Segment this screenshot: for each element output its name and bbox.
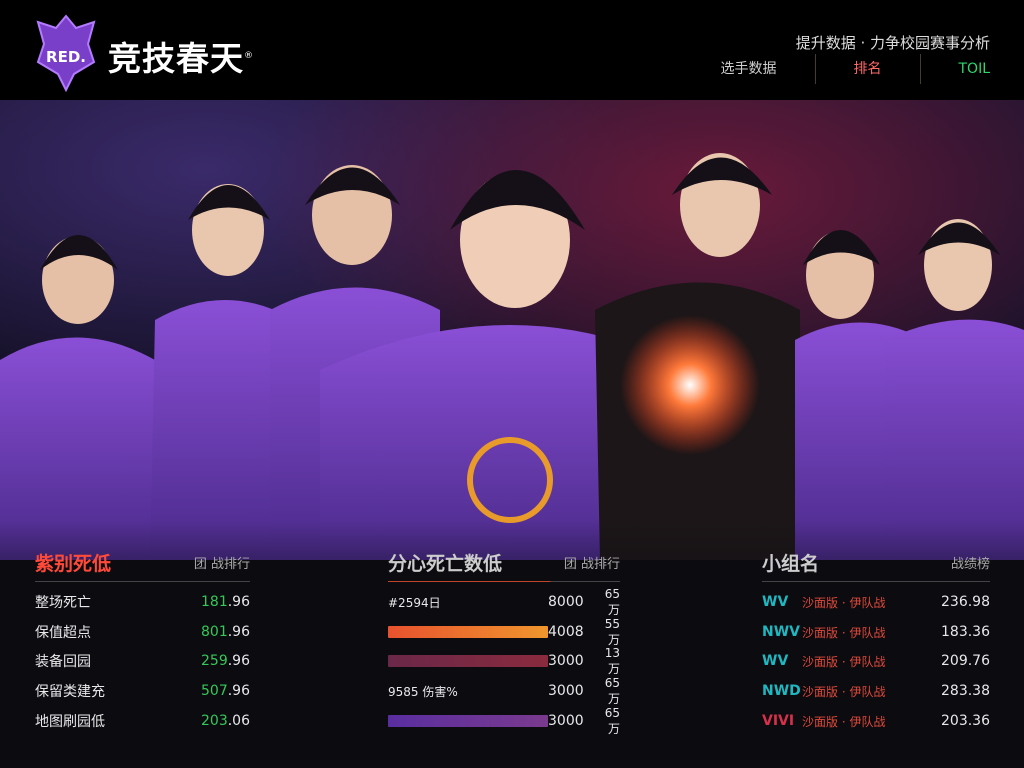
team-row[interactable]: NWD 沙面版 · 伊队战 283.38 bbox=[762, 679, 990, 703]
team-score: 209.76 bbox=[941, 653, 990, 669]
stat-value: 507.96 bbox=[201, 683, 250, 699]
team-tag: WV bbox=[762, 653, 789, 669]
brand-text: 竞技春天 bbox=[108, 39, 244, 78]
stat-row[interactable]: 装备回园 259.96 bbox=[35, 649, 250, 673]
team-name: 沙面版 · 伊队战 bbox=[802, 684, 886, 699]
stat-bar bbox=[388, 626, 548, 638]
stat-row[interactable]: 保留类建充 507.96 bbox=[35, 679, 250, 703]
logo-text: RED. bbox=[46, 48, 86, 66]
stat-label: 整场死亡 bbox=[35, 595, 91, 611]
player-2 bbox=[150, 184, 295, 560]
stat-label bbox=[388, 715, 548, 727]
divider bbox=[35, 581, 250, 582]
team-tag: WV bbox=[762, 594, 789, 610]
team-players-illustration bbox=[0, 153, 1024, 560]
stat-label: 9585 伤害% bbox=[388, 684, 458, 699]
stat-value-decimal: .96 bbox=[227, 624, 250, 640]
stat-value-decimal: .06 bbox=[227, 713, 250, 729]
team-row[interactable]: VIVI 沙面版 · 伊队战 203.36 bbox=[762, 709, 990, 733]
stat-value-decimal: .96 bbox=[227, 683, 250, 699]
stat-row[interactable]: 3000 13万 bbox=[388, 646, 620, 676]
stat-label bbox=[388, 655, 548, 667]
left-stats-panel: 紫别死低 团 战排行 整场死亡 181.96 保值超点 801.96 装备回园 259.9… bbox=[35, 545, 250, 745]
stat-extra: 55万 bbox=[604, 616, 620, 647]
stat-row[interactable]: 3000 65万 bbox=[388, 706, 620, 736]
team-tag: VIVI bbox=[762, 713, 795, 729]
stat-label: #2594日 bbox=[388, 595, 441, 610]
stat-value: 3000 bbox=[548, 683, 584, 699]
tagline: 提升数据 · 力争校园赛事分析 bbox=[795, 34, 990, 52]
team-score: 203.36 bbox=[941, 713, 990, 729]
team-name: 沙面版 · 伊队战 bbox=[802, 595, 886, 610]
team-row[interactable]: WV 沙面版 · 伊队战 236.98 bbox=[762, 590, 990, 614]
team-score: 183.36 bbox=[941, 624, 990, 640]
stat-value-decimal: .96 bbox=[227, 653, 250, 669]
stat-bar bbox=[388, 715, 548, 727]
team-score: 236.98 bbox=[941, 594, 990, 610]
divider bbox=[388, 581, 620, 582]
right-stats-panel: 小组名 战绩榜 WV 沙面版 · 伊队战 236.98 NWV 沙面版 · 伊队战 183… bbox=[762, 545, 990, 745]
stat-value-decimal: .96 bbox=[227, 594, 250, 610]
stat-value: 203.06 bbox=[201, 713, 250, 729]
stat-extra: 65万 bbox=[604, 675, 620, 706]
stat-row[interactable]: 整场死亡 181.96 bbox=[35, 590, 250, 614]
panel-title: 小组名 bbox=[762, 553, 820, 575]
header-nav: 选手数据 排名 TOIL bbox=[720, 54, 990, 84]
stat-label: 保留类建充 bbox=[35, 684, 105, 700]
panel-subtitle: 团 战排行 bbox=[193, 557, 250, 572]
team-name: 沙面版 · 伊队战 bbox=[802, 714, 886, 729]
team-tag: NWV bbox=[762, 624, 800, 640]
stat-value-main: 507 bbox=[201, 683, 228, 699]
stat-bar bbox=[388, 655, 548, 667]
registered-mark: ® bbox=[244, 51, 254, 61]
nav-toil[interactable]: TOIL bbox=[919, 54, 990, 84]
stat-label bbox=[388, 626, 548, 638]
stat-extra: 65万 bbox=[604, 586, 620, 617]
player-7 bbox=[885, 219, 1024, 560]
stat-value: 8000 bbox=[548, 594, 584, 610]
stat-value: 259.96 bbox=[201, 653, 250, 669]
stat-value-main: 203 bbox=[201, 713, 228, 729]
stat-row[interactable]: 地图刷园低 203.06 bbox=[35, 709, 250, 733]
brand-title: 竞技春天® bbox=[108, 32, 254, 80]
stat-extra: 13万 bbox=[604, 645, 620, 676]
nav-ranking[interactable]: 排名 bbox=[814, 54, 920, 84]
stat-extra: 65万 bbox=[604, 705, 620, 736]
stat-row[interactable]: 9585 伤害% 3000 65万 bbox=[388, 676, 620, 706]
stat-value-main: 181 bbox=[201, 594, 228, 610]
stat-row[interactable]: 4008 55万 bbox=[388, 617, 620, 647]
photo-fade bbox=[0, 520, 1024, 560]
team-row[interactable]: NWV 沙面版 · 伊队战 183.36 bbox=[762, 620, 990, 644]
stat-value: 3000 bbox=[548, 713, 584, 729]
stat-value-main: 259 bbox=[201, 653, 228, 669]
team-name: 沙面版 · 伊队战 bbox=[802, 654, 886, 669]
stat-label: 装备回园 bbox=[35, 654, 91, 670]
player-1 bbox=[0, 235, 160, 560]
stat-label: 地图刷园低 bbox=[35, 714, 105, 730]
stat-row[interactable]: 保值超点 801.96 bbox=[35, 620, 250, 644]
team-row[interactable]: WV 沙面版 · 伊队战 209.76 bbox=[762, 649, 990, 673]
panel-subtitle: 战绩榜 bbox=[950, 557, 990, 572]
stat-value: 801.96 bbox=[201, 624, 250, 640]
stat-value-main: 801 bbox=[201, 624, 228, 640]
team-score: 283.38 bbox=[941, 683, 990, 699]
divider bbox=[762, 581, 990, 582]
panel-title: 紫别死低 bbox=[35, 553, 112, 575]
panel-title: 分心死亡数低 bbox=[388, 553, 503, 575]
team-photo bbox=[0, 100, 1024, 560]
team-name: 沙面版 · 伊队战 bbox=[802, 625, 886, 640]
middle-stats-panel: 分心死亡数低 团 战排行 #2594日 8000 65万 4008 55万 3000 13万… bbox=[388, 545, 620, 745]
stat-value: 4008 bbox=[548, 624, 584, 640]
stat-label: 保值超点 bbox=[35, 625, 91, 641]
stat-value: 3000 bbox=[548, 653, 584, 669]
stat-row[interactable]: #2594日 8000 65万 bbox=[388, 587, 620, 617]
team-logo[interactable]: RED. bbox=[34, 14, 98, 92]
panel-subtitle: 团 战排行 bbox=[563, 557, 620, 572]
stat-value: 181.96 bbox=[201, 594, 250, 610]
team-tag: NWD bbox=[762, 683, 801, 699]
header: RED. 竞技春天® 提升数据 · 力争校园赛事分析 选手数据 排名 TOIL bbox=[0, 0, 1024, 100]
nav-player-data[interactable]: 选手数据 bbox=[720, 61, 777, 77]
spark-effect bbox=[620, 315, 760, 455]
